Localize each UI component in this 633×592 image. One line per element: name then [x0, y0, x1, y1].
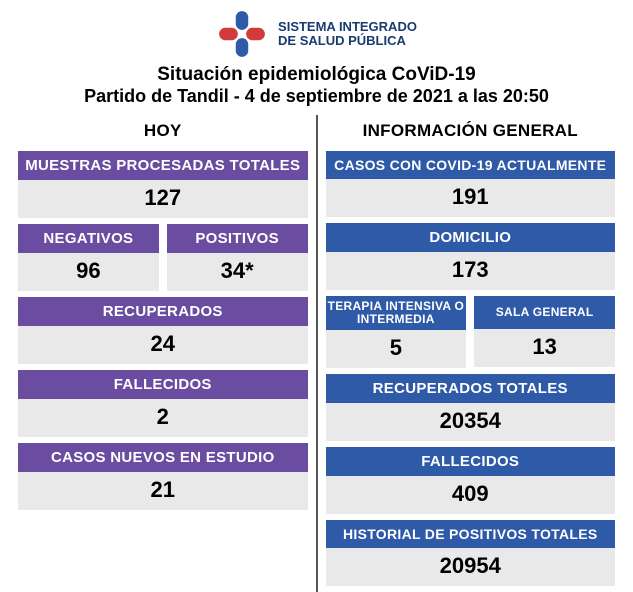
value-actuales: 191 — [326, 179, 616, 217]
value-domicilio: 173 — [326, 252, 616, 290]
label-domicilio: DOMICILIO — [326, 223, 616, 252]
card-recuperados: RECUPERADOS 24 — [18, 297, 308, 364]
value-sala: 13 — [474, 329, 615, 367]
label-estudio: CASOS NUEVOS EN ESTUDIO — [18, 443, 308, 472]
label-procesadas: MUESTRAS PROCESADAS TOTALES — [18, 151, 308, 180]
value-positivos: 34* — [167, 253, 308, 291]
card-negativos: NEGATIVOS 96 — [18, 224, 159, 291]
label-positivos: POSITIVOS — [167, 224, 308, 253]
value-estudio: 21 — [18, 472, 308, 510]
value-negativos: 96 — [18, 253, 159, 291]
card-rec-tot: RECUPERADOS TOTALES 20354 — [326, 374, 616, 441]
brand-line1: SISTEMA INTEGRADO — [278, 20, 417, 34]
value-recuperados: 24 — [18, 326, 308, 364]
header: SISTEMA INTEGRADO DE SALUD PÚBLICA — [18, 8, 615, 60]
card-procesadas: MUESTRAS PROCESADAS TOTALES 127 — [18, 151, 308, 218]
label-fallecidos-hoy: FALLECIDOS — [18, 370, 308, 399]
label-actuales: CASOS CON COVID-19 ACTUALMENTE — [326, 151, 616, 179]
label-recuperados: RECUPERADOS — [18, 297, 308, 326]
value-fallecidos-hoy: 2 — [18, 399, 308, 437]
card-positivos: POSITIVOS 34* — [167, 224, 308, 291]
heading-general: INFORMACIÓN GENERAL — [326, 121, 616, 141]
value-procesadas: 127 — [18, 180, 308, 218]
brand-text: SISTEMA INTEGRADO DE SALUD PÚBLICA — [278, 20, 417, 49]
label-sala: SALA GENERAL — [474, 296, 615, 329]
report-page: SISTEMA INTEGRADO DE SALUD PÚBLICA Situa… — [0, 0, 633, 592]
card-domicilio: DOMICILIO 173 — [326, 223, 616, 290]
page-subtitle: Partido de Tandil - 4 de septiembre de 2… — [18, 86, 615, 107]
brand-line2: DE SALUD PÚBLICA — [278, 34, 417, 48]
column-today: HOY MUESTRAS PROCESADAS TOTALES 127 NEGA… — [18, 115, 318, 592]
row-terapia-sala: TERAPIA INTENSIVA O INTERMEDIA 5 SALA GE… — [326, 296, 616, 368]
label-hist: HISTORIAL DE POSITIVOS TOTALES — [326, 520, 616, 548]
column-general: INFORMACIÓN GENERAL CASOS CON COVID-19 A… — [318, 115, 616, 592]
card-fallecidos-tot: FALLECIDOS 409 — [326, 447, 616, 514]
card-actuales: CASOS CON COVID-19 ACTUALMENTE 191 — [326, 151, 616, 217]
label-rec-tot: RECUPERADOS TOTALES — [326, 374, 616, 403]
value-rec-tot: 20354 — [326, 403, 616, 441]
value-fallecidos-tot: 409 — [326, 476, 616, 514]
value-hist: 20954 — [326, 548, 616, 586]
heading-today: HOY — [18, 121, 308, 141]
card-sala: SALA GENERAL 13 — [474, 296, 615, 368]
card-hist: HISTORIAL DE POSITIVOS TOTALES 20954 — [326, 520, 616, 586]
page-title: Situación epidemiológica CoViD-19 — [18, 64, 615, 86]
label-terapia: TERAPIA INTENSIVA O INTERMEDIA — [326, 296, 467, 330]
label-fallecidos-tot: FALLECIDOS — [326, 447, 616, 476]
card-estudio: CASOS NUEVOS EN ESTUDIO 21 — [18, 443, 308, 510]
label-negativos: NEGATIVOS — [18, 224, 159, 253]
value-terapia: 5 — [326, 330, 467, 368]
card-fallecidos-hoy: FALLECIDOS 2 — [18, 370, 308, 437]
row-neg-pos: NEGATIVOS 96 POSITIVOS 34* — [18, 224, 308, 291]
card-terapia: TERAPIA INTENSIVA O INTERMEDIA 5 — [326, 296, 467, 368]
columns: HOY MUESTRAS PROCESADAS TOTALES 127 NEGA… — [18, 115, 615, 592]
logo-icon — [216, 8, 268, 60]
